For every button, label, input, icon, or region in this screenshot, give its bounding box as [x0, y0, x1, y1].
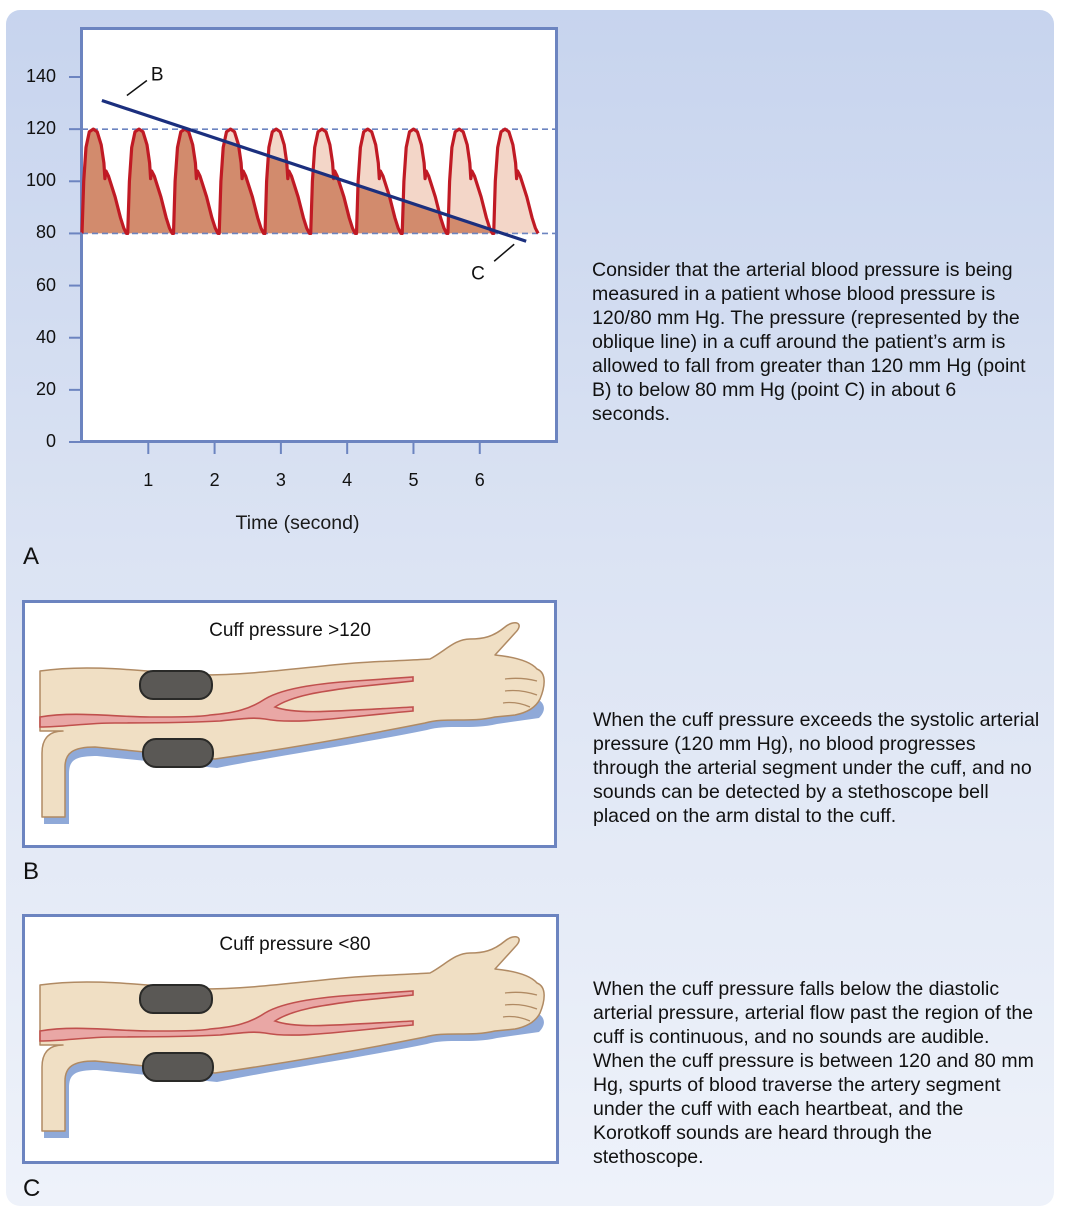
pressure-chart-frame: [80, 27, 558, 443]
y-tick-label: 140: [25, 66, 56, 86]
y-tick-label: 100: [25, 170, 56, 191]
cuff-pressure-label-low: Cuff pressure <80: [219, 934, 371, 955]
finger-line: [504, 677, 538, 682]
finger-line: [504, 689, 538, 696]
arm-shadow: [44, 698, 544, 824]
pressure-chart: BC: [69, 64, 556, 454]
y-tick-label: 20: [35, 378, 56, 399]
point-c-label: C: [471, 263, 485, 284]
artery: [39, 676, 414, 728]
x-tick-label: 4: [342, 470, 353, 490]
x-tick-label: 1: [143, 470, 154, 490]
x-axis-label: Time (second): [235, 512, 360, 534]
cuff-lower: [142, 1052, 214, 1082]
cuff-lower: [142, 738, 214, 768]
panel-letter-c: C: [23, 1175, 41, 1202]
cuff-above-systolic-frame: Cuff pressure >120: [22, 600, 557, 848]
cuff-pressure-line: [101, 98, 527, 243]
finger-line: [502, 701, 531, 708]
x-tick-label: 6: [474, 470, 485, 490]
x-tick-label: 3: [275, 470, 286, 490]
arm-shadow: [44, 1012, 544, 1138]
x-tick-label: 2: [209, 470, 220, 490]
arm-outline: [39, 622, 545, 824]
pulse-waveform-line: [80, 127, 540, 235]
panel-c-description: When the cuff pressure falls below the d…: [593, 978, 1034, 1168]
y-tick-label: 40: [35, 326, 56, 347]
panel-letter-b: B: [23, 858, 40, 885]
point-b-label: B: [151, 64, 164, 85]
cuff-upper: [139, 984, 213, 1014]
artery: [39, 990, 414, 1042]
panel-b-description: When the cuff pressure exceeds the systo…: [593, 709, 1040, 827]
x-tick-label: 5: [408, 470, 419, 490]
panel-letter-a: A: [23, 543, 40, 570]
arm-outline: [39, 936, 545, 1138]
cuff-below-diastolic-frame: Cuff pressure <80: [22, 914, 559, 1164]
finger-line: [502, 1015, 531, 1022]
y-tick-label: 120: [25, 118, 56, 139]
arm-illustration-cuff-low: [39, 936, 545, 1138]
finger-line: [504, 991, 538, 996]
y-tick-label: 60: [35, 274, 56, 295]
cuff-upper: [139, 670, 213, 700]
y-tick-label: 0: [45, 431, 56, 451]
cuff-pressure-label-high: Cuff pressure >120: [209, 620, 371, 641]
arm-illustration-cuff-high: [39, 622, 545, 824]
finger-line: [504, 1003, 538, 1010]
point-b-leader: [126, 79, 148, 97]
y-tick-label: 80: [35, 222, 56, 243]
point-c-leader: [493, 243, 515, 262]
panel-a-description: Consider that the arterial blood pressur…: [592, 259, 1026, 425]
